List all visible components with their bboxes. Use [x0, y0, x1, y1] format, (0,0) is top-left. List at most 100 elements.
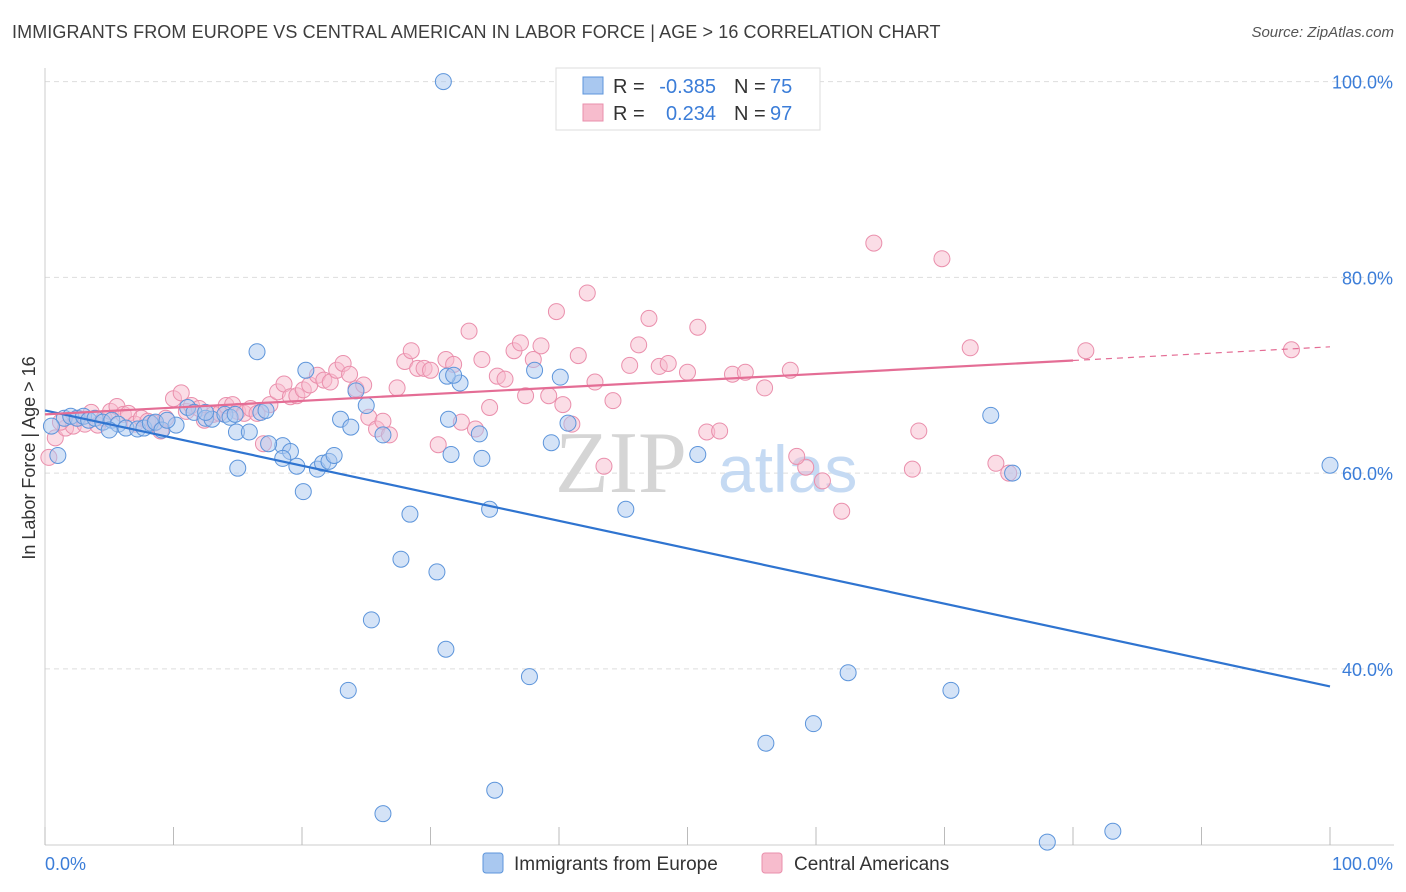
europe-point	[297, 361, 315, 379]
central-trend-line	[44, 359, 1074, 416]
europe-point	[559, 414, 577, 432]
europe-points	[42, 73, 1339, 851]
y-tick-label: 60.0%	[1342, 464, 1393, 484]
central-point	[517, 387, 535, 405]
central-point	[402, 342, 420, 360]
central-point	[903, 460, 921, 478]
europe-point	[325, 446, 343, 464]
europe-point	[445, 366, 463, 384]
central-point	[460, 322, 478, 340]
europe-swatch	[582, 76, 604, 95]
central-point	[604, 392, 622, 410]
europe-point	[342, 418, 360, 436]
y-tick-label: 100.0%	[1332, 73, 1393, 93]
europe-point	[392, 550, 410, 568]
europe-point	[428, 563, 446, 581]
europe-r-value: -0.385	[659, 76, 716, 98]
central-point	[429, 436, 447, 454]
europe-point	[526, 361, 544, 379]
grid-lines	[45, 81, 1394, 670]
central-point	[422, 361, 439, 379]
europe-point	[437, 640, 455, 658]
europe-point	[260, 435, 278, 453]
central-point	[788, 447, 806, 465]
central-point	[933, 250, 951, 268]
europe-point	[257, 401, 275, 419]
stats-box: R = -0.385 N = 75 R = 0.234 N = 97	[555, 67, 821, 131]
europe-point	[473, 449, 491, 467]
source-label: Source: ZipAtlas.com	[1251, 24, 1394, 41]
central-point	[711, 422, 729, 440]
central-point	[1077, 342, 1095, 360]
central-point	[511, 334, 529, 352]
central-point	[640, 309, 658, 327]
central-point	[987, 454, 1005, 472]
europe-point	[551, 368, 569, 386]
europe-point	[274, 449, 292, 467]
central-point	[865, 234, 883, 252]
europe-point	[1038, 833, 1056, 851]
europe-point	[439, 410, 457, 428]
europe-point	[347, 382, 365, 400]
europe-point	[520, 668, 538, 686]
europe-point	[542, 434, 560, 452]
x-tick-label: 0.0%	[45, 854, 86, 874]
europe-point	[49, 446, 67, 464]
central-point	[961, 339, 979, 357]
central-point	[172, 384, 190, 402]
europe-point	[486, 781, 504, 799]
europe-n-value: 75	[770, 76, 792, 98]
legend: Immigrants from Europe Central Americans	[482, 852, 949, 875]
central-point	[595, 457, 613, 475]
europe-point	[339, 681, 357, 699]
europe-point	[248, 343, 266, 361]
central-point	[910, 422, 928, 440]
central-point	[659, 354, 677, 372]
europe-point	[470, 425, 488, 443]
central-point	[833, 502, 851, 520]
europe-point	[362, 611, 380, 629]
central-point	[341, 365, 359, 383]
x-tick-label: 100.0%	[1332, 854, 1393, 874]
central-point	[813, 472, 831, 490]
europe-point	[229, 459, 247, 477]
europe-point	[158, 411, 176, 429]
europe-point	[357, 397, 375, 415]
central-swatch	[582, 103, 604, 122]
central-point	[532, 337, 550, 355]
watermark-zip: ZIP	[555, 415, 687, 512]
legend-central-swatch	[761, 852, 783, 874]
central-r-label: R =	[613, 103, 645, 125]
central-point	[540, 387, 558, 405]
chart-title: IMMIGRANTS FROM EUROPE VS CENTRAL AMERIC…	[12, 22, 941, 42]
central-point	[689, 318, 707, 336]
legend-europe-swatch	[482, 852, 504, 874]
europe-point	[942, 681, 960, 699]
europe-point	[1104, 822, 1122, 840]
central-point	[547, 303, 565, 321]
europe-point	[226, 405, 244, 423]
europe-point	[374, 805, 392, 823]
central-point	[586, 373, 604, 391]
europe-point	[197, 403, 215, 421]
europe-point	[1004, 464, 1022, 482]
trend-lines	[44, 346, 1331, 688]
europe-point	[982, 406, 1000, 424]
europe-point	[434, 73, 452, 91]
europe-point	[374, 426, 392, 444]
central-point	[496, 370, 514, 388]
central-point	[621, 356, 639, 374]
central-trend-extension	[1072, 346, 1331, 362]
central-point	[578, 284, 596, 302]
tick-labels: 40.0% 60.0% 80.0% 100.0% 0.0% 100.0%	[45, 73, 1393, 874]
europe-trend-line	[44, 409, 1331, 688]
central-r-value: 0.234	[666, 103, 716, 125]
central-point	[481, 398, 499, 416]
europe-point	[689, 445, 707, 463]
y-tick-label: 40.0%	[1342, 660, 1393, 680]
central-point	[756, 379, 774, 397]
europe-point	[757, 734, 775, 752]
central-n-label: N =	[734, 103, 766, 125]
central-point	[679, 363, 696, 381]
